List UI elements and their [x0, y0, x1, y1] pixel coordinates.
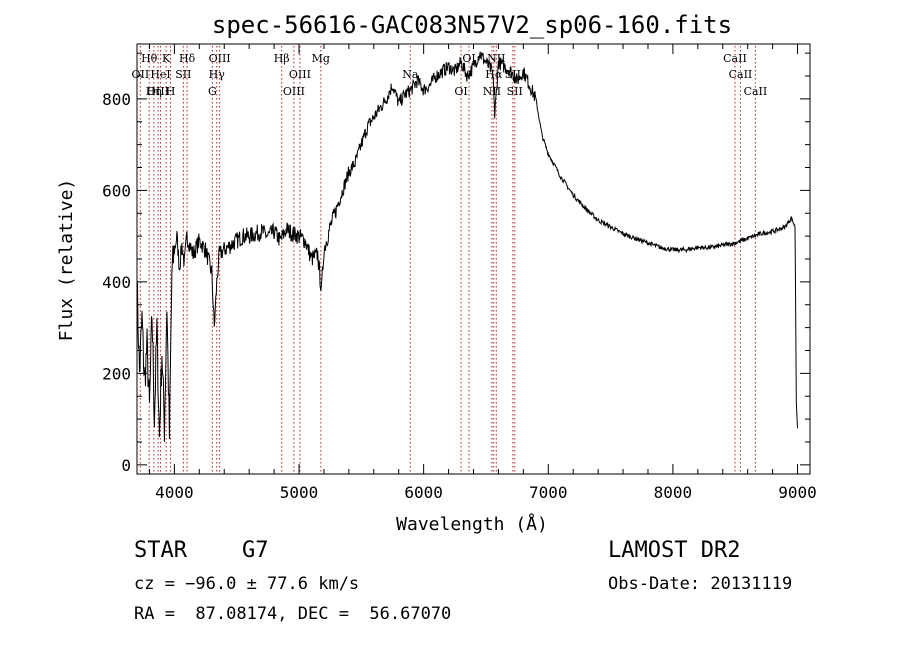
spectrum-line — [136, 51, 798, 443]
spectral-line-label: SII — [507, 85, 523, 98]
spectral-line-label: Hθ — [141, 52, 158, 65]
spectral-line-label: SII — [175, 68, 191, 81]
spectral-line-label: Na — [402, 68, 419, 81]
survey-name: LAMOST DR2 — [608, 538, 741, 563]
x-tick-label: 7000 — [529, 483, 568, 502]
spectral-line-label: OIII — [283, 85, 305, 98]
spectral-line-label: OII — [132, 68, 150, 81]
spectral-line-label: OIII — [147, 85, 169, 98]
plot-frame — [136, 43, 811, 475]
y-tick-label: 400 — [102, 273, 131, 292]
spectral-line-labels: HθOIIOIIIKHeIHηHδSIIHOIIIHγGHβOIIIOIIIMg… — [132, 52, 768, 98]
redshift-velocity: cz = −96.0 ± 77.6 km/s — [134, 574, 360, 594]
spectral-line-label: CaII — [744, 85, 768, 98]
spectral-line-label: HeI — [150, 68, 170, 81]
spectral-line-label: OIII — [209, 52, 231, 65]
axis-ticks: 4000 5000 6000 7000 8000 9000 0 200 400 600 800 — [102, 44, 817, 502]
spectral-line-label: Hη — [146, 85, 162, 98]
object-subclass: G7 — [242, 538, 269, 563]
x-axis-label: Wavelength (Å) — [396, 513, 548, 535]
observation-date: Obs-Date: 20131119 — [608, 574, 793, 594]
y-tick-label: 600 — [102, 181, 131, 200]
spectral-line-label: Hγ — [209, 68, 226, 81]
y-tick-label: 200 — [102, 364, 131, 383]
spectral-line-label: Hα — [485, 68, 503, 81]
spectral-line-label: CaII — [723, 52, 747, 65]
spectral-line-label: G — [208, 85, 217, 98]
spectral-line-label: Hδ — [179, 52, 196, 65]
x-tick-label: 5000 — [280, 483, 319, 502]
x-tick-label: 8000 — [654, 483, 693, 502]
spectral-line-label: OIII — [289, 68, 311, 81]
spectral-line-label: H — [166, 85, 176, 98]
spectral-line-label: K — [162, 52, 171, 65]
spectral-line-label: Hβ — [274, 52, 290, 65]
spectral-line-label: Mg — [312, 52, 330, 65]
chart-title: spec-56616-GAC083N57V2_sp06-160.fits — [212, 11, 732, 39]
x-tick-label: 6000 — [404, 483, 443, 502]
coordinates: RA = 87.08174, DEC = 56.67070 — [134, 604, 452, 624]
spectral-line-label: OI — [462, 52, 475, 65]
y-tick-label: 0 — [121, 456, 131, 475]
x-tick-label: 9000 — [778, 483, 817, 502]
x-tick-label: 4000 — [155, 483, 194, 502]
spectral-line-label: NII — [483, 85, 501, 98]
spectral-line-label: CaII — [729, 68, 753, 81]
y-axis-label: Flux (relative) — [56, 179, 77, 342]
object-class: STAR — [134, 538, 187, 563]
spectral-line-markers — [139, 46, 756, 474]
spectral-line-label: OI — [454, 85, 467, 98]
y-tick-label: 800 — [102, 90, 131, 109]
